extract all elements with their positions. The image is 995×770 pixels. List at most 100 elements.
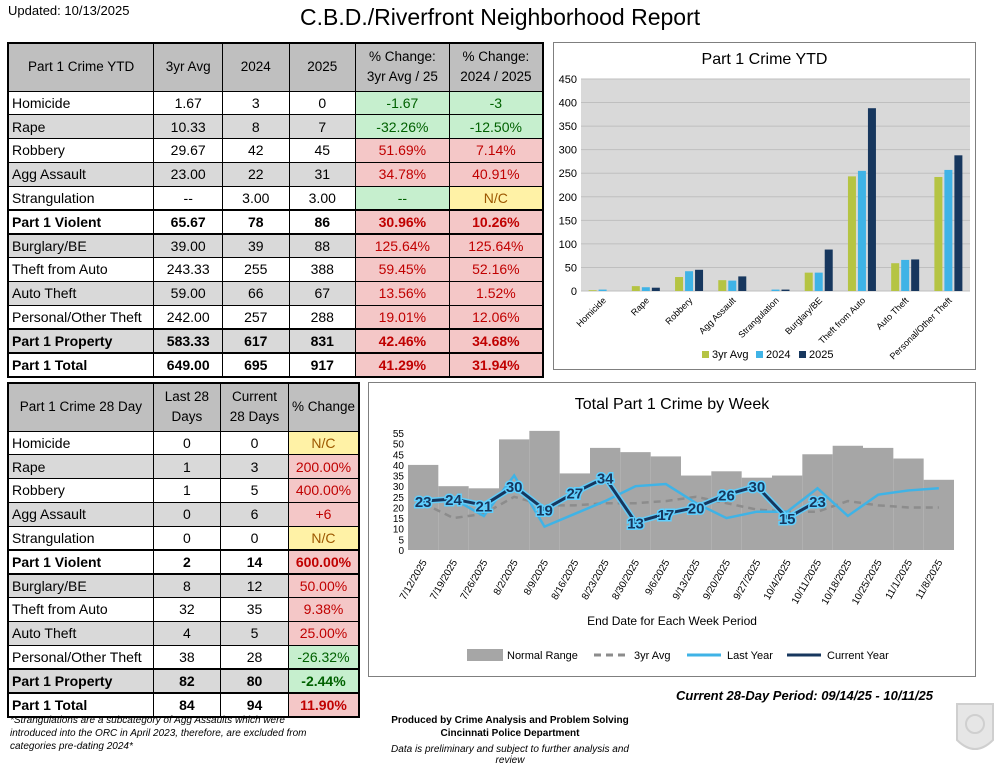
- y-tick-label: 55: [393, 429, 405, 440]
- cell-y2025: 67: [288, 280, 357, 306]
- bar-2024: [728, 280, 737, 291]
- cell-label: Strangulation: [7, 185, 155, 211]
- y-tick-label: 35: [393, 472, 405, 483]
- cell-last: 8: [152, 573, 222, 599]
- normal-range-bar: [923, 479, 954, 550]
- header-text: Last 28: [164, 389, 210, 405]
- cell-chg: -2.44%: [287, 667, 360, 694]
- x-tick-label: 9/13/2025: [671, 558, 703, 602]
- bar-2024: [685, 271, 694, 291]
- cell-label: Rape: [7, 454, 154, 480]
- cell-y2025: 86: [288, 208, 357, 235]
- disclaimer: Data is preliminary and subject to furth…: [391, 744, 629, 766]
- x-tick-label: 11/8/2025: [914, 558, 946, 602]
- normal-range-bar: [529, 430, 560, 550]
- cell-last: 0: [152, 525, 222, 551]
- table-row: Rape 10.33 8 7 -32.26% -12.50%: [7, 114, 544, 140]
- y-tick-label: 50: [565, 262, 577, 274]
- y-tick-label: 350: [559, 121, 577, 133]
- cell-c1: 125.64%: [355, 233, 450, 259]
- x-tick-label: Rape: [629, 295, 651, 317]
- cell-chg: 25.00%: [287, 620, 360, 646]
- cell-avg: 649.00: [153, 351, 224, 378]
- cell-c2: 40.91%: [448, 161, 544, 187]
- cell-avg: 1.67: [153, 90, 224, 116]
- cell-c1: 13.56%: [355, 280, 450, 306]
- cell-chg: 600.00%: [287, 548, 360, 575]
- y-tick-label: 150: [559, 215, 577, 227]
- cell-label: Theft from Auto: [7, 257, 155, 282]
- y-tick-label: 15: [393, 514, 405, 525]
- last-year-line: [423, 473, 939, 529]
- cell-label: Part 1 Total: [7, 691, 154, 718]
- cell-c1: 41.29%: [355, 351, 450, 378]
- cell-y2024: 42: [222, 138, 290, 163]
- bar-3yr-avg: [588, 290, 597, 291]
- table-row: Part 1 Total 84 94 11.90%: [7, 691, 360, 718]
- d28-table: Part 1 Crime 28 Day Last 28 Days Current 28 …: [7, 382, 360, 718]
- y-tick-label: 20: [393, 503, 405, 514]
- cell-chg: 200.00%: [287, 454, 360, 480]
- bar-2024: [944, 169, 953, 291]
- cell-cur: 28: [220, 644, 289, 670]
- cell-y2025: 31: [288, 161, 357, 187]
- legend-swatch: [756, 351, 763, 358]
- legend-label: 3yr Avg: [634, 650, 671, 662]
- y-tick-label: 45: [393, 450, 405, 461]
- cell-label: Burglary/BE: [7, 573, 154, 599]
- table-row: Strangulation -- 3.00 3.00 -- N/C: [7, 185, 544, 211]
- bar-3yr-avg: [934, 176, 943, 291]
- header-text: Part 1 Crime 28 Day: [19, 399, 142, 415]
- cell-c1: 30.96%: [355, 208, 450, 235]
- current-year-data-label: 26: [718, 488, 735, 505]
- cell-label: Auto Theft: [7, 280, 155, 306]
- cell-avg: 23.00: [153, 161, 224, 187]
- x-tick-label: 10/18/2025: [820, 558, 855, 607]
- cell-label: Strangulation: [7, 525, 154, 551]
- d28-header-row: Part 1 Crime 28 Day Last 28 Days Current 28 …: [7, 382, 360, 432]
- cell-y2024: 255: [222, 257, 290, 282]
- cell-avg: 39.00: [153, 233, 224, 259]
- y-tick-label: 0: [398, 546, 404, 557]
- y-tick-label: 30: [393, 482, 405, 493]
- normal-range-bar: [681, 475, 712, 550]
- cell-chg: N/C: [287, 525, 360, 551]
- cell-c1: 34.78%: [355, 161, 450, 187]
- cell-y2024: 257: [222, 304, 290, 330]
- x-tick-label: Auto Theft: [874, 295, 911, 332]
- cell-y2024: 66: [222, 280, 290, 306]
- producer-line-1: Produced by Crime Analysis and Problem S…: [391, 715, 629, 726]
- bar-2024: [901, 259, 910, 291]
- normal-range-bar: [620, 452, 651, 550]
- current-period: Current 28-Day Period: 09/14/25 - 10/11/…: [676, 688, 933, 703]
- x-tick-label: 8/2/2025: [492, 558, 521, 598]
- current-year-data-label: 23: [809, 494, 826, 511]
- strangulation-note: *Strangulations are a subcategory of Agg…: [10, 715, 307, 752]
- cell-y2025: 88: [288, 233, 357, 259]
- updated-date: Updated: 10/13/2025: [8, 3, 130, 18]
- cell-cur: 5: [220, 620, 289, 646]
- header-text: Current: [231, 389, 277, 405]
- current-year-data-label: 19: [536, 503, 553, 520]
- header-cell: 2024: [222, 42, 290, 92]
- cell-c1: --: [355, 185, 450, 211]
- cell-chg: 400.00%: [287, 478, 360, 503]
- table-row: Strangulation 0 0 N/C: [7, 525, 360, 551]
- cell-last: 2: [152, 548, 222, 575]
- cell-y2024: 78: [222, 208, 290, 235]
- legend-label: 3yr Avg: [712, 349, 749, 361]
- header-text: % Change:: [368, 49, 436, 65]
- cell-cur: 14: [220, 548, 289, 575]
- header-text: Days: [171, 409, 203, 425]
- cell-y2025: 0: [288, 90, 357, 116]
- cell-c1: -1.67: [355, 90, 450, 116]
- legend-label: Normal Range: [507, 650, 578, 662]
- y-tick-label: 0: [571, 286, 577, 298]
- cell-cur: 0: [220, 430, 289, 456]
- current-year-data-label: 30: [506, 479, 523, 496]
- header-text: 28 Days: [229, 409, 280, 425]
- header-text: 2024 / 2025: [460, 69, 532, 85]
- cell-last: 0: [152, 430, 222, 456]
- bar-2025: [781, 289, 790, 291]
- header-cell: Last 28 Days: [152, 382, 222, 432]
